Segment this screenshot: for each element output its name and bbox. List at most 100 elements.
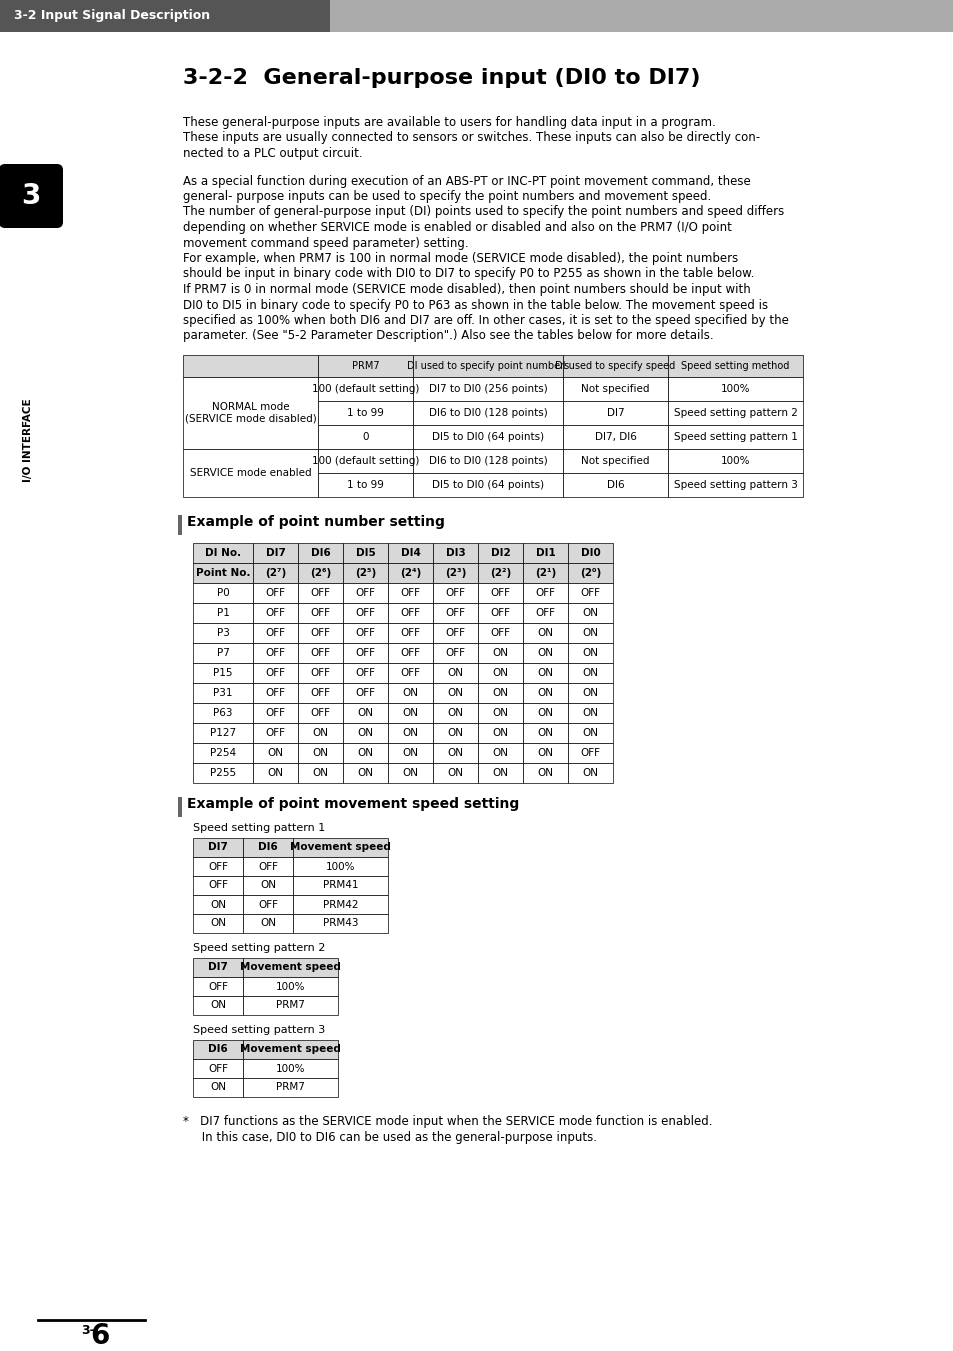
Bar [253,603,297,623]
Text: 100%: 100% [275,1063,305,1074]
Bar [567,584,613,603]
Text: Not specified: Not specified [580,457,649,466]
Bar [243,915,293,934]
Bar [388,703,433,723]
Bar [343,543,388,563]
Text: ON: ON [210,900,226,909]
Bar [297,763,343,784]
Text: If PRM7 is 0 in normal mode (SERVICE mode disabled), then point numbers should b: If PRM7 is 0 in normal mode (SERVICE mod… [183,282,750,296]
Bar [567,663,613,684]
Text: 100%: 100% [325,862,355,871]
Bar [253,763,297,784]
Text: ON: ON [447,728,463,738]
Text: Movement speed: Movement speed [240,1044,340,1055]
FancyBboxPatch shape [0,163,63,228]
Bar [522,623,567,643]
Bar [297,584,343,603]
Bar [567,743,613,763]
Text: OFF: OFF [310,667,330,678]
Text: OFF: OFF [490,608,510,617]
Bar [297,603,343,623]
Text: ON: ON [313,767,328,778]
Bar [193,875,243,894]
Text: ON: ON [402,748,418,758]
Bar [243,875,293,894]
Bar [477,703,522,723]
Bar [522,643,567,663]
Text: DI7: DI7 [208,843,228,852]
Bar [293,875,388,894]
Text: ON: ON [492,667,508,678]
Text: OFF: OFF [310,688,330,698]
Text: (2⁴): (2⁴) [399,567,420,578]
Bar [567,603,613,623]
Text: OFF: OFF [257,900,277,909]
Bar [183,449,317,497]
Text: NORMAL mode
(SERVICE mode disabled): NORMAL mode (SERVICE mode disabled) [185,403,316,424]
Bar [243,1040,337,1059]
Bar [317,377,413,401]
Text: OFF: OFF [400,588,420,598]
Bar [193,1040,243,1059]
Text: OFF: OFF [265,588,285,598]
Bar [433,543,477,563]
Bar [193,838,243,857]
Text: ON: ON [537,667,553,678]
Bar [667,449,802,473]
Text: PRM7: PRM7 [275,1082,305,1093]
Bar [183,377,317,449]
Bar [522,543,567,563]
Bar [477,584,522,603]
Bar [477,623,522,643]
Bar [193,584,253,603]
Bar [193,894,243,915]
Text: Speed setting method: Speed setting method [680,361,789,372]
Text: OFF: OFF [535,588,555,598]
Text: OFF: OFF [535,608,555,617]
Text: ON: ON [492,748,508,758]
Bar [433,663,477,684]
Bar [522,723,567,743]
Bar [193,915,243,934]
Bar [193,857,243,875]
Bar [522,763,567,784]
Text: Movement speed: Movement speed [240,962,340,973]
Bar [297,723,343,743]
Bar [562,401,667,426]
Bar [343,723,388,743]
Text: 1 to 99: 1 to 99 [347,408,383,417]
Bar [243,1078,337,1097]
Bar [433,763,477,784]
Bar [343,603,388,623]
Text: DI7, DI6: DI7, DI6 [594,432,636,442]
Text: ON: ON [447,688,463,698]
Bar [477,663,522,684]
Text: ON: ON [582,667,598,678]
Text: DI6: DI6 [208,1044,228,1055]
Bar [293,894,388,915]
Bar [477,563,522,584]
Text: Not specified: Not specified [580,384,649,394]
Bar [193,1078,243,1097]
Bar [567,703,613,723]
Text: DI7 to DI0 (256 points): DI7 to DI0 (256 points) [428,384,547,394]
Text: DI7: DI7 [265,549,285,558]
Text: 100 (default setting): 100 (default setting) [312,457,418,466]
Text: DI7: DI7 [208,962,228,973]
Bar [343,584,388,603]
Bar [243,857,293,875]
Text: DI used to specify speed: DI used to specify speed [555,361,675,372]
Text: ON: ON [582,728,598,738]
Bar [433,584,477,603]
Bar [193,977,243,996]
Bar [667,355,802,377]
Text: ON: ON [582,648,598,658]
Text: P63: P63 [213,708,233,717]
Bar [477,723,522,743]
Text: OFF: OFF [310,608,330,617]
Text: DI0 to DI5 in binary code to specify P0 to P63 as shown in the table below. The : DI0 to DI5 in binary code to specify P0 … [183,299,767,312]
Text: ON: ON [537,648,553,658]
Text: DI6 to DI0 (128 points): DI6 to DI0 (128 points) [428,408,547,417]
Text: ON: ON [582,608,598,617]
Bar [477,684,522,703]
